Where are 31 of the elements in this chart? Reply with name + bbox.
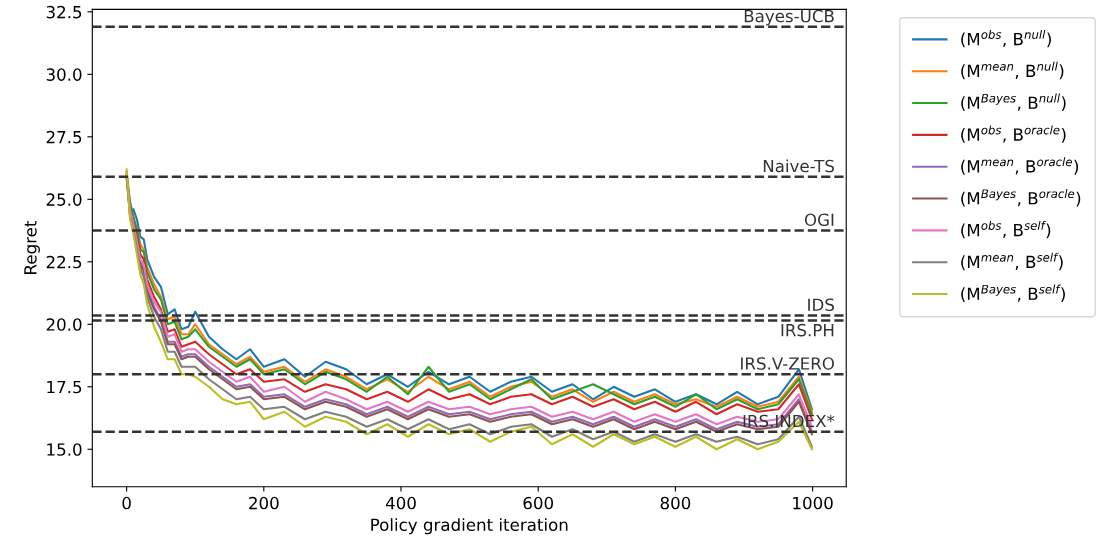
legend-label: (M$^{Bayes}$, B$^{self}$): [961, 284, 1065, 302]
x-tick-label: 800: [660, 496, 691, 510]
y-tick-label: 22.5: [46, 255, 82, 269]
legend-label: (M$^{mean}$, B$^{null}$): [961, 61, 1064, 80]
legend-label: (M$^{mean}$, B$^{oracle}$): [961, 157, 1079, 175]
x-tick-label: 400: [385, 496, 416, 510]
y-tick-label: 17.5: [47, 380, 82, 394]
legend-label: (M$^{obs}$, B$^{oracle}$): [961, 125, 1066, 143]
y-tick-label: 15.0: [47, 443, 82, 456]
x-tick-label: 200: [249, 496, 279, 510]
ref-line-label: Bayes-UCB: [744, 9, 834, 26]
ref-line-label: IDS: [808, 298, 834, 312]
ref-line-label: IRS.PH: [781, 323, 834, 337]
ref-line-label: IRS.V-ZERO: [741, 357, 834, 370]
y-tick-label: 32.5: [46, 5, 82, 19]
legend-label: (M$^{obs}$, B$^{self}$): [961, 220, 1051, 239]
legend-label: (M$^{Bayes}$, B$^{null}$): [961, 93, 1066, 111]
legend-label: (M$^{mean}$, B$^{self}$): [961, 252, 1063, 271]
y-axis-title: Regret: [24, 220, 40, 274]
ref-line-label: OGI: [804, 213, 834, 227]
y-tick-label: 25.0: [46, 193, 82, 206]
ref-line-label: Naive-TS: [763, 159, 834, 173]
y-tick-label: 27.5: [46, 130, 82, 144]
x-tick-label: 600: [523, 496, 554, 510]
x-tick-label: 1000: [793, 496, 833, 510]
legend-label: (M$^{obs}$, B$^{null}$): [961, 29, 1051, 48]
y-tick-label: 20.0: [46, 318, 82, 331]
legend-label: (M$^{Bayes}$, B$^{oracle}$): [961, 189, 1081, 207]
x-tick-label: 0: [122, 496, 131, 510]
y-tick-label: 30.0: [46, 68, 82, 81]
x-axis-title: Policy gradient iteration: [371, 518, 568, 535]
